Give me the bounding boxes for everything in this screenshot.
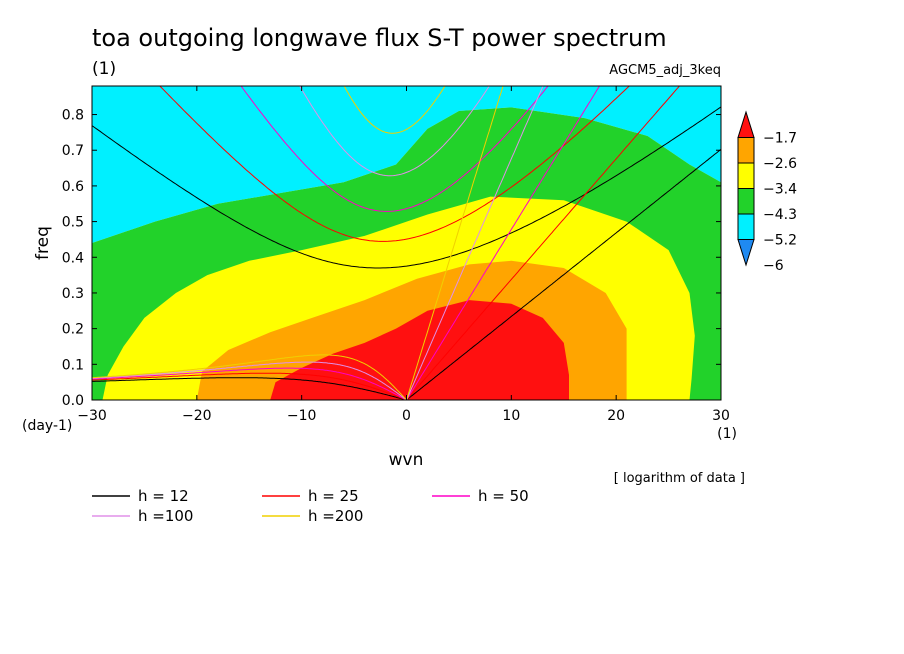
log-note: [ logarithm of data ]	[614, 471, 745, 486]
colorbar-swatch	[737, 137, 755, 164]
x-tick-label: 10	[502, 408, 520, 424]
colorbar-label: −1.7	[763, 131, 797, 147]
curve-kelvin-2	[406, 86, 601, 400]
y-tick-label: 0.0	[62, 393, 84, 409]
contour-region-1	[92, 86, 721, 243]
y-axis-ticks: 0.0 0.1 0.2 0.3 0.4 0.5 0.6 0.7 0.8	[62, 108, 721, 409]
colorbar-label: −3.4	[763, 182, 797, 198]
chart-subtitle-left: (1)	[92, 59, 116, 79]
curve-gravity-2	[240, 86, 549, 212]
curve-gravity-3	[299, 86, 490, 177]
y-tick-label: 0.1	[62, 357, 84, 373]
colorbar-swatch	[737, 213, 755, 240]
y-tick-label: 0.2	[62, 322, 84, 338]
legend-label: h =100	[138, 507, 193, 525]
curve-rossby-1	[92, 372, 407, 400]
curve-kelvin-0	[406, 148, 721, 400]
x-tick-label: −30	[77, 408, 107, 424]
legend: h = 12 h = 25 h = 50 h =100 h =200	[92, 487, 529, 525]
x-tick-label: −10	[287, 408, 317, 424]
colorbar-swatch	[737, 162, 755, 189]
curve-kelvin-4	[406, 86, 504, 400]
chart-title: toa outgoing longwave flux S-T power spe…	[92, 24, 667, 52]
y-unit-label: (day-1)	[22, 418, 72, 434]
curve-kelvin-3	[406, 86, 544, 400]
contour-fills	[92, 86, 721, 400]
colorbar-arrow-bottom	[737, 239, 755, 267]
legend-label: h = 12	[138, 487, 189, 505]
x-tick-label: 30	[712, 408, 730, 424]
curve-gravity-4	[343, 86, 446, 134]
dispersion-curves	[92, 86, 721, 400]
x-unit-label: (1)	[717, 426, 737, 442]
curve-rossby-0	[92, 377, 407, 400]
colorbar-label: −4.3	[763, 207, 797, 223]
y-tick-label: 0.8	[62, 108, 84, 124]
curve-kelvin-1	[406, 86, 681, 400]
plot-area	[92, 86, 721, 400]
y-tick-label: 0.3	[62, 286, 84, 302]
curve-gravity-0	[92, 106, 721, 269]
colorbar-arrow-top	[737, 110, 755, 138]
colorbar-label: −6	[763, 258, 784, 274]
x-tick-label: 0	[402, 408, 411, 424]
colorbar-label: −5.2	[763, 233, 797, 249]
curve-rossby-4	[92, 354, 407, 400]
contour-region-5	[270, 300, 569, 400]
colorbar-label: −2.6	[763, 156, 797, 172]
curve-rossby-2	[92, 367, 407, 400]
curve-gravity-1	[159, 86, 631, 242]
x-axis-label: wvn	[389, 450, 424, 470]
colorbar-swatch	[737, 188, 755, 215]
x-axis-ticks: −30 −20 −10 0 10 20 30	[77, 86, 730, 424]
y-tick-label: 0.7	[62, 143, 84, 159]
x-tick-label: −20	[182, 408, 212, 424]
legend-label: h =200	[308, 507, 363, 525]
y-tick-label: 0.6	[62, 179, 84, 195]
colorbar: −1.7 −2.6 −3.4 −4.3 −5.2 −6	[737, 110, 797, 274]
y-axis-label: freq	[33, 226, 53, 260]
y-tick-label: 0.5	[62, 215, 84, 231]
y-tick-label: 0.4	[62, 250, 84, 266]
curve-rossby-3	[92, 361, 407, 400]
legend-label: h = 50	[478, 487, 529, 505]
chart-subtitle-right: AGCM5_adj_3keq	[609, 63, 721, 78]
legend-label: h = 25	[308, 487, 359, 505]
x-tick-label: 20	[607, 408, 625, 424]
